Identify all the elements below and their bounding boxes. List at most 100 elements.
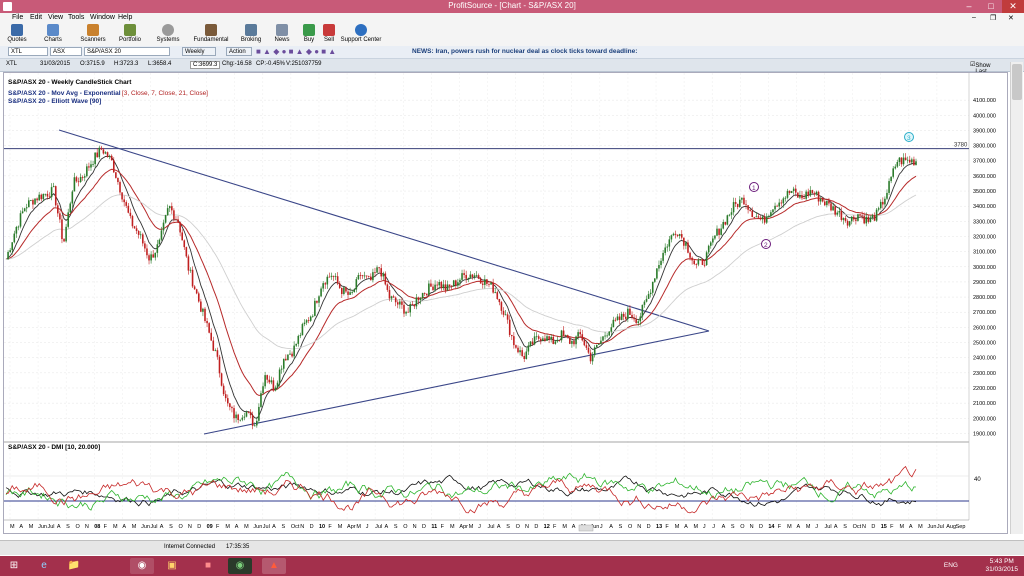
- price-tick-label: 2300.000: [973, 371, 996, 377]
- mdi-close-icon[interactable]: ✕: [1008, 15, 1014, 22]
- wave-label-2[interactable]: 2: [761, 239, 771, 250]
- profitsource-icon[interactable]: ▲: [262, 558, 286, 574]
- chrome-icon[interactable]: ◉: [130, 558, 154, 574]
- candle-body: [179, 222, 181, 233]
- wave-label-1[interactable]: 1: [749, 182, 759, 193]
- candle-body: [32, 200, 34, 205]
- scroll-thumb[interactable]: [1012, 64, 1022, 100]
- news-ticker[interactable]: NEWS: Iran, powers rush for nuclear deal…: [412, 48, 638, 55]
- menu-bar: File Edit View Tools Window Help – ❐ ✕: [0, 13, 1024, 23]
- candle-body: [38, 194, 40, 201]
- support-center-button[interactable]: Support Center: [340, 24, 382, 43]
- file-explorer-icon[interactable]: 📁: [67, 560, 81, 571]
- news-button[interactable]: News: [270, 24, 294, 43]
- candle-body: [908, 159, 911, 163]
- mdi-minimize-icon[interactable]: –: [972, 14, 976, 21]
- app-icon-go[interactable]: ◉: [228, 558, 252, 574]
- maximize-icon[interactable]: □: [988, 1, 994, 11]
- time-tick-label: S: [394, 524, 398, 530]
- period-dropdown[interactable]: Weekly: [182, 47, 216, 56]
- time-tick-label: 10: [319, 524, 325, 530]
- candle-body: [635, 319, 637, 323]
- price-tick-label: 3100.000: [973, 250, 996, 256]
- pdf-icon[interactable]: ■: [204, 560, 212, 571]
- candle-body: [593, 347, 596, 356]
- candle-body: [253, 425, 256, 427]
- chart-canvas[interactable]: S&P/ASX 20 - Weekly CandleStick Chart S&…: [4, 73, 1007, 533]
- candle-body: [59, 213, 61, 220]
- candle-body: [411, 304, 414, 305]
- symbol-input[interactable]: XTL: [8, 47, 48, 56]
- candle-body: [834, 206, 836, 215]
- vertical-scrollbar[interactable]: [1010, 62, 1023, 534]
- fundamental-button[interactable]: Fundamental: [192, 24, 230, 43]
- menu-tools[interactable]: Tools: [68, 14, 85, 21]
- charts-button[interactable]: Charts: [40, 24, 66, 43]
- show-last-checkbox[interactable]: ☑ Show Last: [970, 62, 991, 75]
- time-tick-label: N: [750, 524, 754, 530]
- candle-body: [36, 198, 38, 201]
- time-tick-label: M: [10, 524, 15, 530]
- news-icon: [276, 24, 288, 36]
- candle-body: [484, 279, 486, 285]
- exchange-select[interactable]: ASX: [50, 47, 82, 56]
- folder-icon[interactable]: ▣: [167, 560, 177, 571]
- systems-button[interactable]: Systems: [154, 24, 182, 43]
- time-tick-label: 12: [544, 524, 550, 530]
- close-icon[interactable]: ✕: [1002, 0, 1024, 13]
- scanners-icon: [87, 24, 99, 36]
- wave-label-3[interactable]: 3: [904, 132, 914, 143]
- time-tick-label: A: [834, 524, 838, 530]
- language-indicator[interactable]: ENG: [943, 562, 958, 569]
- security-name-field[interactable]: S&P/ASX 20: [84, 47, 170, 56]
- menu-window[interactable]: Window: [90, 14, 115, 21]
- candle-body: [303, 322, 306, 325]
- candle-body: [11, 242, 14, 251]
- candle-body: [894, 166, 897, 169]
- time-tick-label: D: [759, 524, 763, 530]
- candle-body: [861, 215, 863, 217]
- action-dropdown[interactable]: Action: [226, 47, 252, 56]
- quote-symbol: XTL: [6, 61, 18, 67]
- candle-body: [349, 292, 351, 295]
- candle-body: [399, 301, 401, 305]
- chart-tools-icons[interactable]: ■ ▲ ◆ ● ■ ▲ ◆ ● ■ ▲: [256, 47, 337, 56]
- candle-body: [558, 340, 561, 341]
- candle-body: [100, 147, 103, 150]
- candle-body: [282, 358, 285, 369]
- candle-body: [884, 198, 886, 205]
- candle-body: [867, 216, 870, 222]
- sell-button[interactable]: Sell: [320, 24, 338, 43]
- upper-trendline[interactable]: [58, 129, 710, 332]
- mdi-restore-icon[interactable]: ❐: [990, 15, 997, 22]
- broking-button[interactable]: Broking: [238, 24, 264, 43]
- menu-help[interactable]: Help: [118, 14, 133, 21]
- candle-body: [807, 191, 810, 196]
- candle-body: [332, 275, 335, 277]
- menu-view[interactable]: View: [48, 14, 64, 21]
- candle-body: [428, 283, 430, 296]
- candle-body: [88, 166, 90, 168]
- time-tick-label: A: [497, 524, 501, 530]
- menu-edit[interactable]: Edit: [30, 14, 43, 21]
- candle-body: [467, 277, 470, 279]
- windows-start-icon[interactable]: ⊞: [9, 560, 19, 571]
- price-tick-label: 2100.000: [973, 401, 996, 407]
- scanners-button[interactable]: Scanners: [78, 24, 108, 43]
- candle-body: [187, 256, 190, 271]
- taskbar-clock[interactable]: 5:43 PM 31/03/2015: [985, 558, 1018, 573]
- lower-trendline[interactable]: [203, 330, 710, 435]
- chart-hscroll-thumb[interactable]: [578, 524, 594, 532]
- price-tick-label: 2400.000: [973, 356, 996, 362]
- menu-file[interactable]: File: [12, 14, 24, 21]
- candle-body: [229, 403, 231, 408]
- chart-panel[interactable]: S&P/ASX 20 - Weekly CandleStick Chart S&…: [3, 72, 1008, 534]
- buy-button[interactable]: Buy: [300, 24, 318, 43]
- quotes-button[interactable]: Quotes: [4, 24, 30, 43]
- minimize-icon[interactable]: –: [966, 1, 972, 11]
- candle-body: [527, 345, 530, 352]
- internet-explorer-icon[interactable]: e: [41, 560, 47, 571]
- time-tick-label: D: [871, 524, 875, 530]
- candle-body: [150, 254, 152, 261]
- portfolio-button[interactable]: Portfolio: [116, 24, 144, 43]
